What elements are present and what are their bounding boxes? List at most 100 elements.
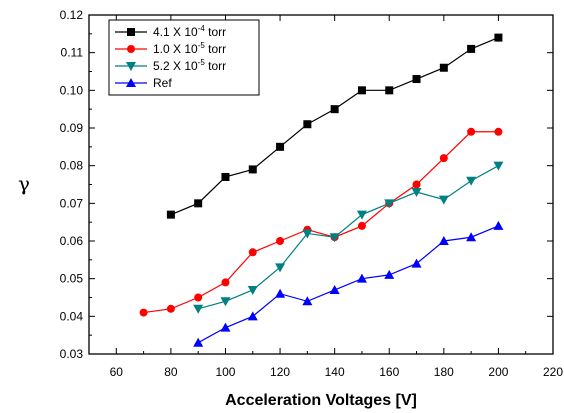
data-point [438, 195, 449, 205]
legend-item: 4.1 X 10-4 torr [115, 24, 226, 39]
y-tick-label: 0.09 [60, 121, 84, 135]
legend-label: Ref [153, 76, 172, 90]
y-tick-label: 0.06 [60, 234, 84, 248]
data-point [412, 180, 421, 189]
data-point [275, 288, 286, 298]
legend-label-base: Ref [153, 76, 172, 90]
legend-label-exponent: -4 [198, 24, 206, 33]
data-point [411, 258, 422, 268]
data-point [139, 308, 148, 317]
legend-marker [126, 62, 136, 71]
data-point [194, 199, 203, 208]
legend-label: 1.0 X 10-5 torr [153, 41, 226, 56]
x-tick-label: 200 [488, 365, 508, 379]
data-point [357, 221, 366, 230]
series-0 [166, 33, 503, 219]
x-tick-label: 180 [434, 365, 454, 379]
data-point [248, 248, 257, 257]
data-point [330, 105, 339, 114]
data-point [329, 233, 340, 243]
x-tick-label: 220 [543, 365, 563, 379]
data-point [221, 278, 230, 287]
data-point [329, 284, 340, 294]
data-point [493, 161, 504, 171]
series-line [198, 165, 499, 310]
series-layer [139, 33, 504, 347]
legend-label: 4.1 X 10-4 torr [153, 24, 226, 39]
data-point [356, 273, 367, 283]
data-point [439, 63, 448, 72]
data-point [411, 188, 422, 198]
y-tick-label: 0.05 [60, 272, 84, 286]
legend-label-unit: torr [205, 25, 226, 39]
legend-label-unit: torr [205, 59, 226, 73]
x-tick-label: 60 [110, 365, 124, 379]
data-point [247, 285, 258, 295]
data-point [166, 210, 175, 219]
data-point [166, 304, 175, 313]
data-point [193, 337, 204, 347]
legend-item: 5.2 X 10-5 torr [115, 58, 226, 73]
legend-label-base: 1.0 X 10 [153, 42, 198, 56]
legend-item: 1.0 X 10-5 torr [115, 41, 226, 56]
x-tick-label: 100 [215, 365, 235, 379]
legend-label: 5.2 X 10-5 torr [153, 58, 226, 73]
legend-label-base: 4.1 X 10 [153, 25, 198, 39]
y-tick-label: 0.03 [60, 347, 84, 361]
axes: 60 80 100 120 140 160 180 200 220 0.03 0.04 0.05 0.0… [60, 8, 564, 379]
y-tick-label: 0.04 [60, 309, 84, 323]
y-axis-title: γ [18, 172, 30, 196]
data-point [385, 86, 394, 95]
data-point [248, 165, 257, 174]
data-point [275, 263, 286, 273]
data-point [276, 237, 285, 245]
series-1 [139, 127, 503, 317]
data-point [467, 44, 476, 53]
data-point [220, 297, 231, 307]
series-line [143, 131, 499, 314]
y-tick-label: 0.12 [60, 8, 84, 22]
legend-label-exponent: -5 [198, 41, 206, 50]
y-tick-label: 0.07 [60, 196, 84, 210]
data-point [438, 236, 449, 245]
data-point [384, 269, 395, 279]
data-point [302, 296, 313, 306]
data-point [221, 172, 230, 181]
data-point [466, 176, 477, 186]
x-tick-label: 80 [164, 365, 178, 379]
x-tick-label: 140 [325, 365, 345, 379]
y-tick-label: 0.10 [60, 83, 84, 97]
data-point [466, 232, 477, 242]
data-point [494, 127, 503, 136]
data-point [193, 304, 204, 314]
y-tick-label: 0.08 [60, 159, 84, 173]
series-2 [193, 161, 504, 314]
data-point [356, 210, 367, 220]
data-point [412, 75, 421, 84]
data-point [357, 86, 366, 95]
x-tick-label: 160 [379, 365, 399, 379]
x-tick-label: 120 [270, 365, 290, 379]
legend-label-exponent: -5 [198, 58, 206, 67]
data-point [493, 220, 504, 230]
data-point [467, 127, 476, 136]
series-line [197, 225, 499, 344]
legend-label-unit: torr [205, 42, 226, 56]
data-point [302, 229, 313, 239]
x-axis-title: Acceleration Voltages [V] [225, 392, 417, 409]
legend-marker [126, 78, 136, 87]
data-point [439, 154, 448, 163]
data-point [494, 33, 503, 42]
series-3 [193, 220, 504, 347]
legend-label-base: 5.2 X 10 [153, 59, 198, 73]
data-point [194, 293, 203, 302]
legend-item: Ref [115, 76, 172, 90]
y-tick-label: 0.11 [61, 46, 84, 60]
legend-marker [127, 45, 135, 53]
data-point [276, 142, 285, 151]
data-point [247, 311, 258, 321]
data-point [303, 120, 312, 129]
